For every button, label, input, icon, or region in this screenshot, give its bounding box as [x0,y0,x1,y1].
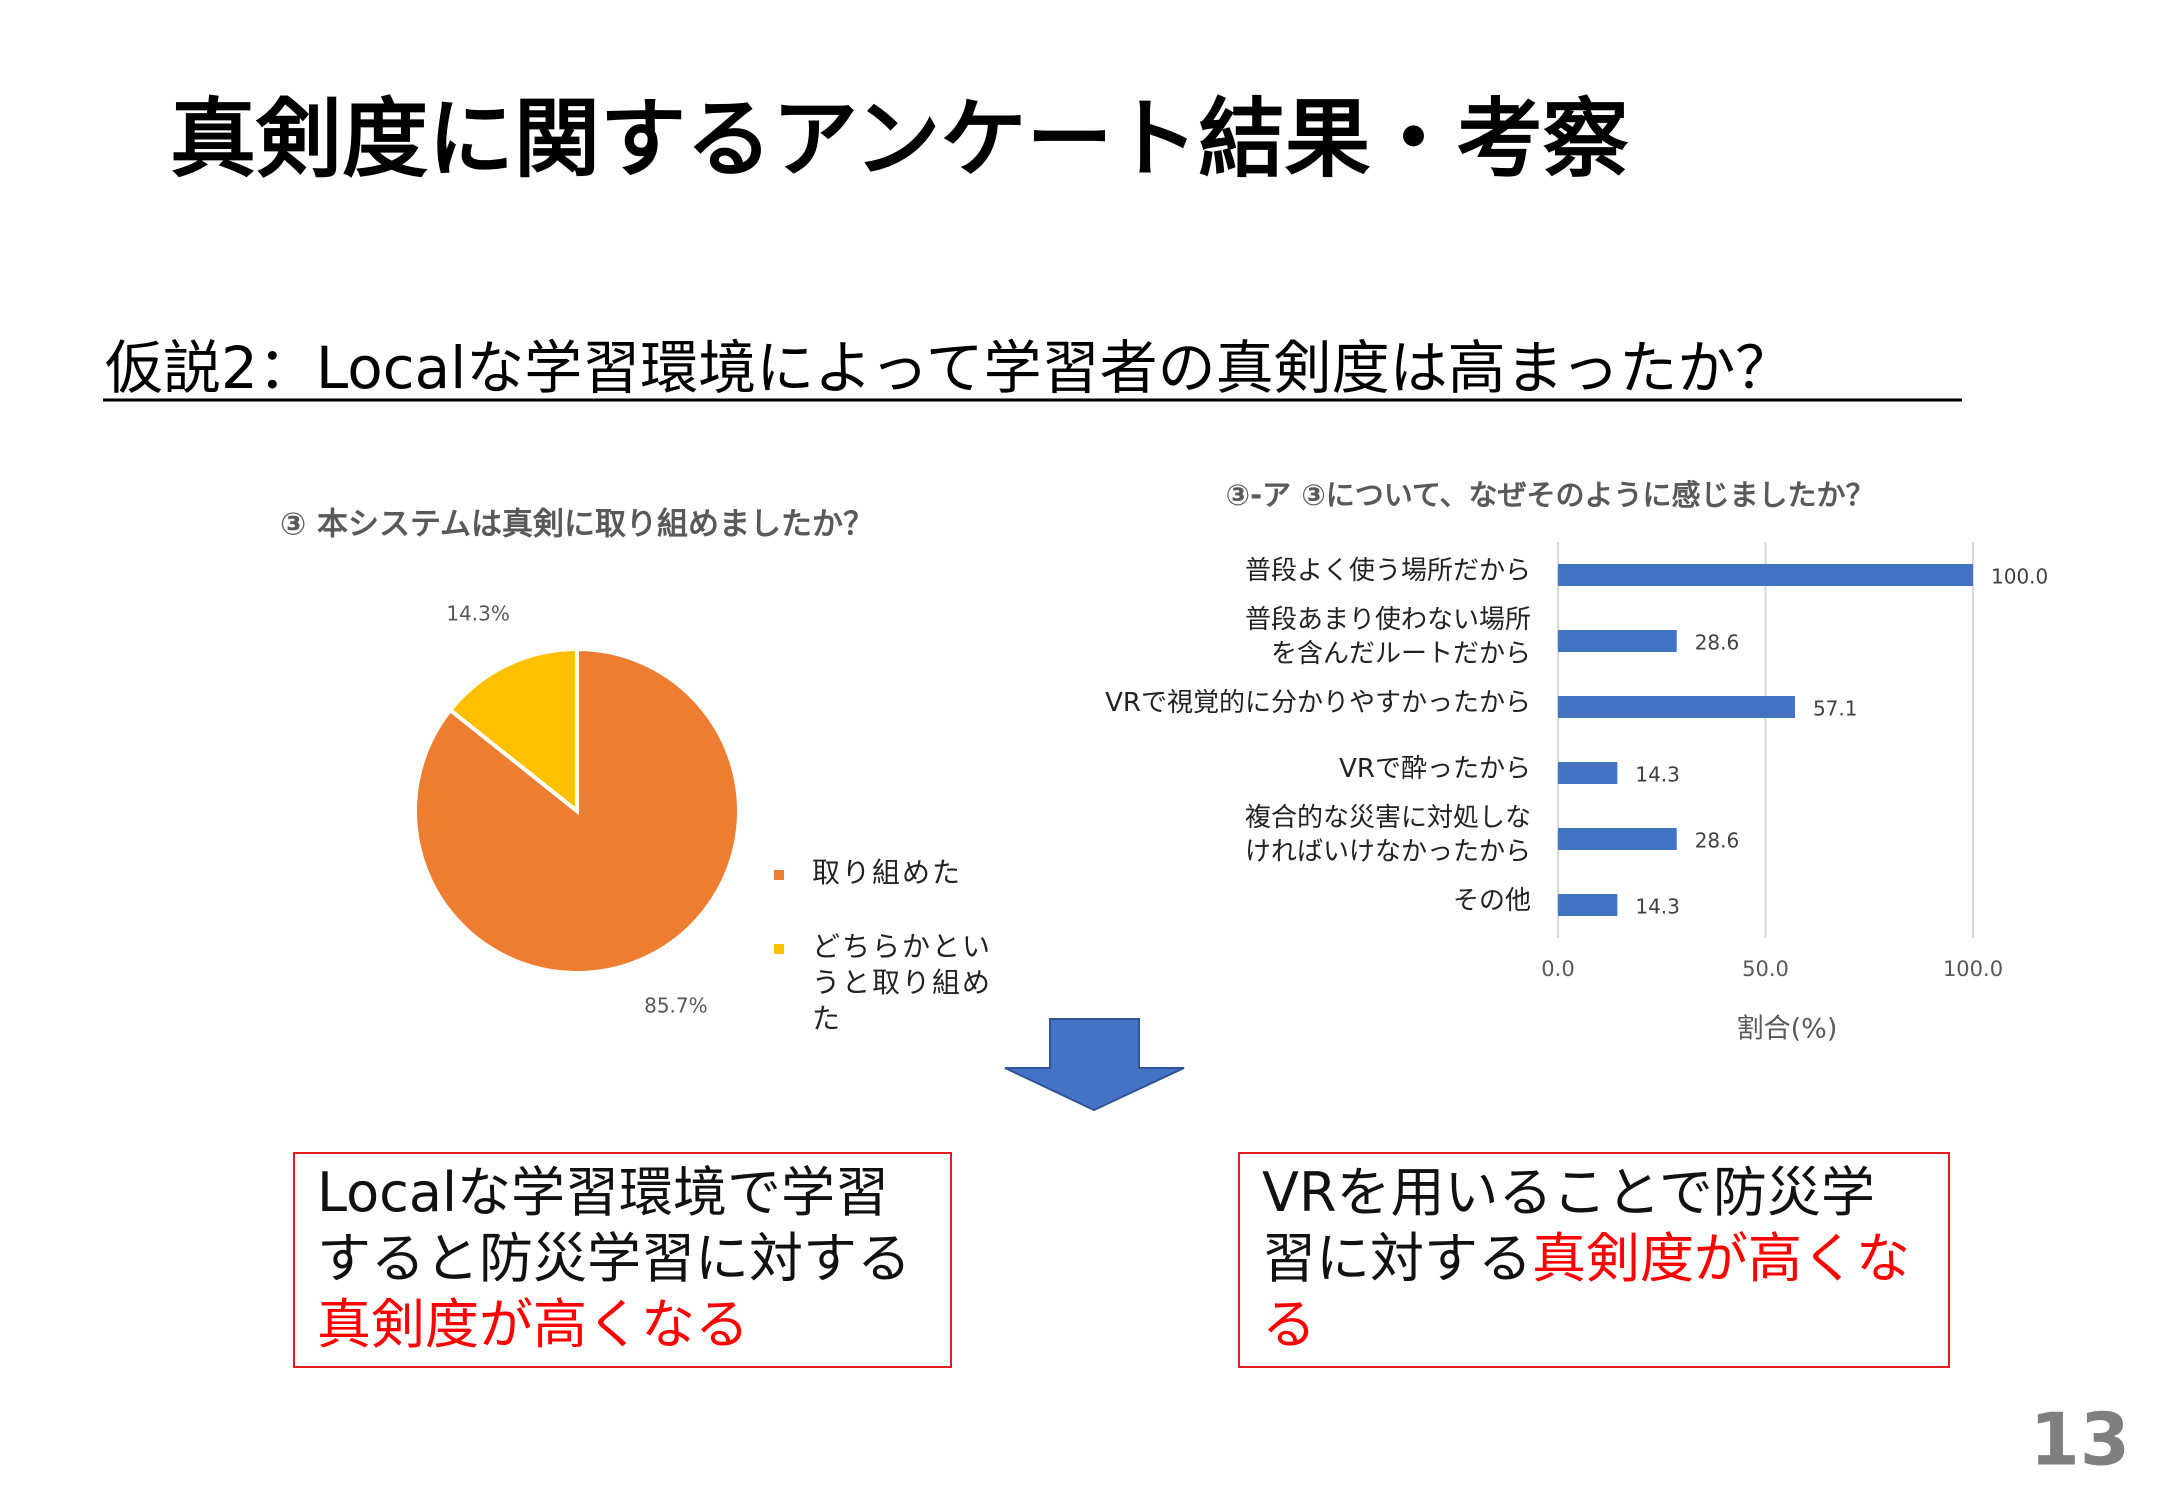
conclusion-box: VRを用いることで防災学習に対する真剣度が高くなる [1238,1152,1950,1368]
legend-marker [774,944,784,954]
conclusion-text: VRを用いることで防災学習に対する [1262,1161,1875,1290]
x-tick-label: 100.0 [1943,957,2003,981]
bar [1558,696,1795,718]
data-label: 57.1 [1813,697,1858,721]
conclusion-box: Localな学習環境で学習すると防災学習に対する真剣度が高くなる [293,1152,952,1368]
conclusion-text: Localな学習環境で学習すると防災学習に対する [317,1161,911,1290]
pie-slice [447,646,579,816]
chart-title: ③-ア ③について、なぜそのように感じましたか？ [1226,478,1875,512]
y-tick-label: VRで視覚的に分かりやすかったから [1105,688,1531,718]
chart-title: ③ 本システムは真剣に取り組めましたか？ [280,507,874,543]
legend-marker [774,870,784,880]
x-axis-label: 割合(%) [1737,1014,1838,1045]
data-label: 100.0 [1991,565,2048,589]
bar [1558,828,1677,850]
data-label: 14.3 [1635,895,1680,919]
y-tick-label: 普段あまり使わない場所 を含んだルートだから [1244,605,1531,669]
conclusion-emphasis: 真剣度が高くなる [317,1293,749,1356]
bar [1558,630,1677,652]
bar [1558,564,1973,586]
data-label: 28.6 [1695,829,1740,853]
bar [1558,894,1618,916]
slide-title: 真剣度に関するアンケート結果・考察 [170,89,1629,189]
x-tick-label: 0.0 [1541,957,1574,981]
data-label: 14.3% [446,602,510,626]
y-tick-label: 複合的な災害に対処しな ければいけなかったから [1244,803,1531,867]
x-tick-label: 50.0 [1742,957,1789,981]
data-label: 14.3 [1635,763,1680,787]
conclusion-emphasis: 真剣度が高くなる [1262,1227,1910,1356]
y-tick-label: VRで酔ったから [1339,754,1531,784]
data-label: 28.6 [1695,631,1740,655]
y-tick-label: その他 [1452,886,1531,916]
y-tick-label: 普段よく使う場所だから [1244,556,1531,586]
bar [1558,762,1618,784]
data-label: 85.7% [644,993,708,1017]
down-arrow [1004,1018,1185,1112]
legend-label: 取り組めた [812,856,963,889]
legend-label: どちらかというと取り組めた [812,930,993,1035]
page-number: 13 [2030,1398,2130,1482]
subtitle: 仮説2：Localな学習環境によって学習者の真剣度は高まったか？ [105,334,1793,402]
